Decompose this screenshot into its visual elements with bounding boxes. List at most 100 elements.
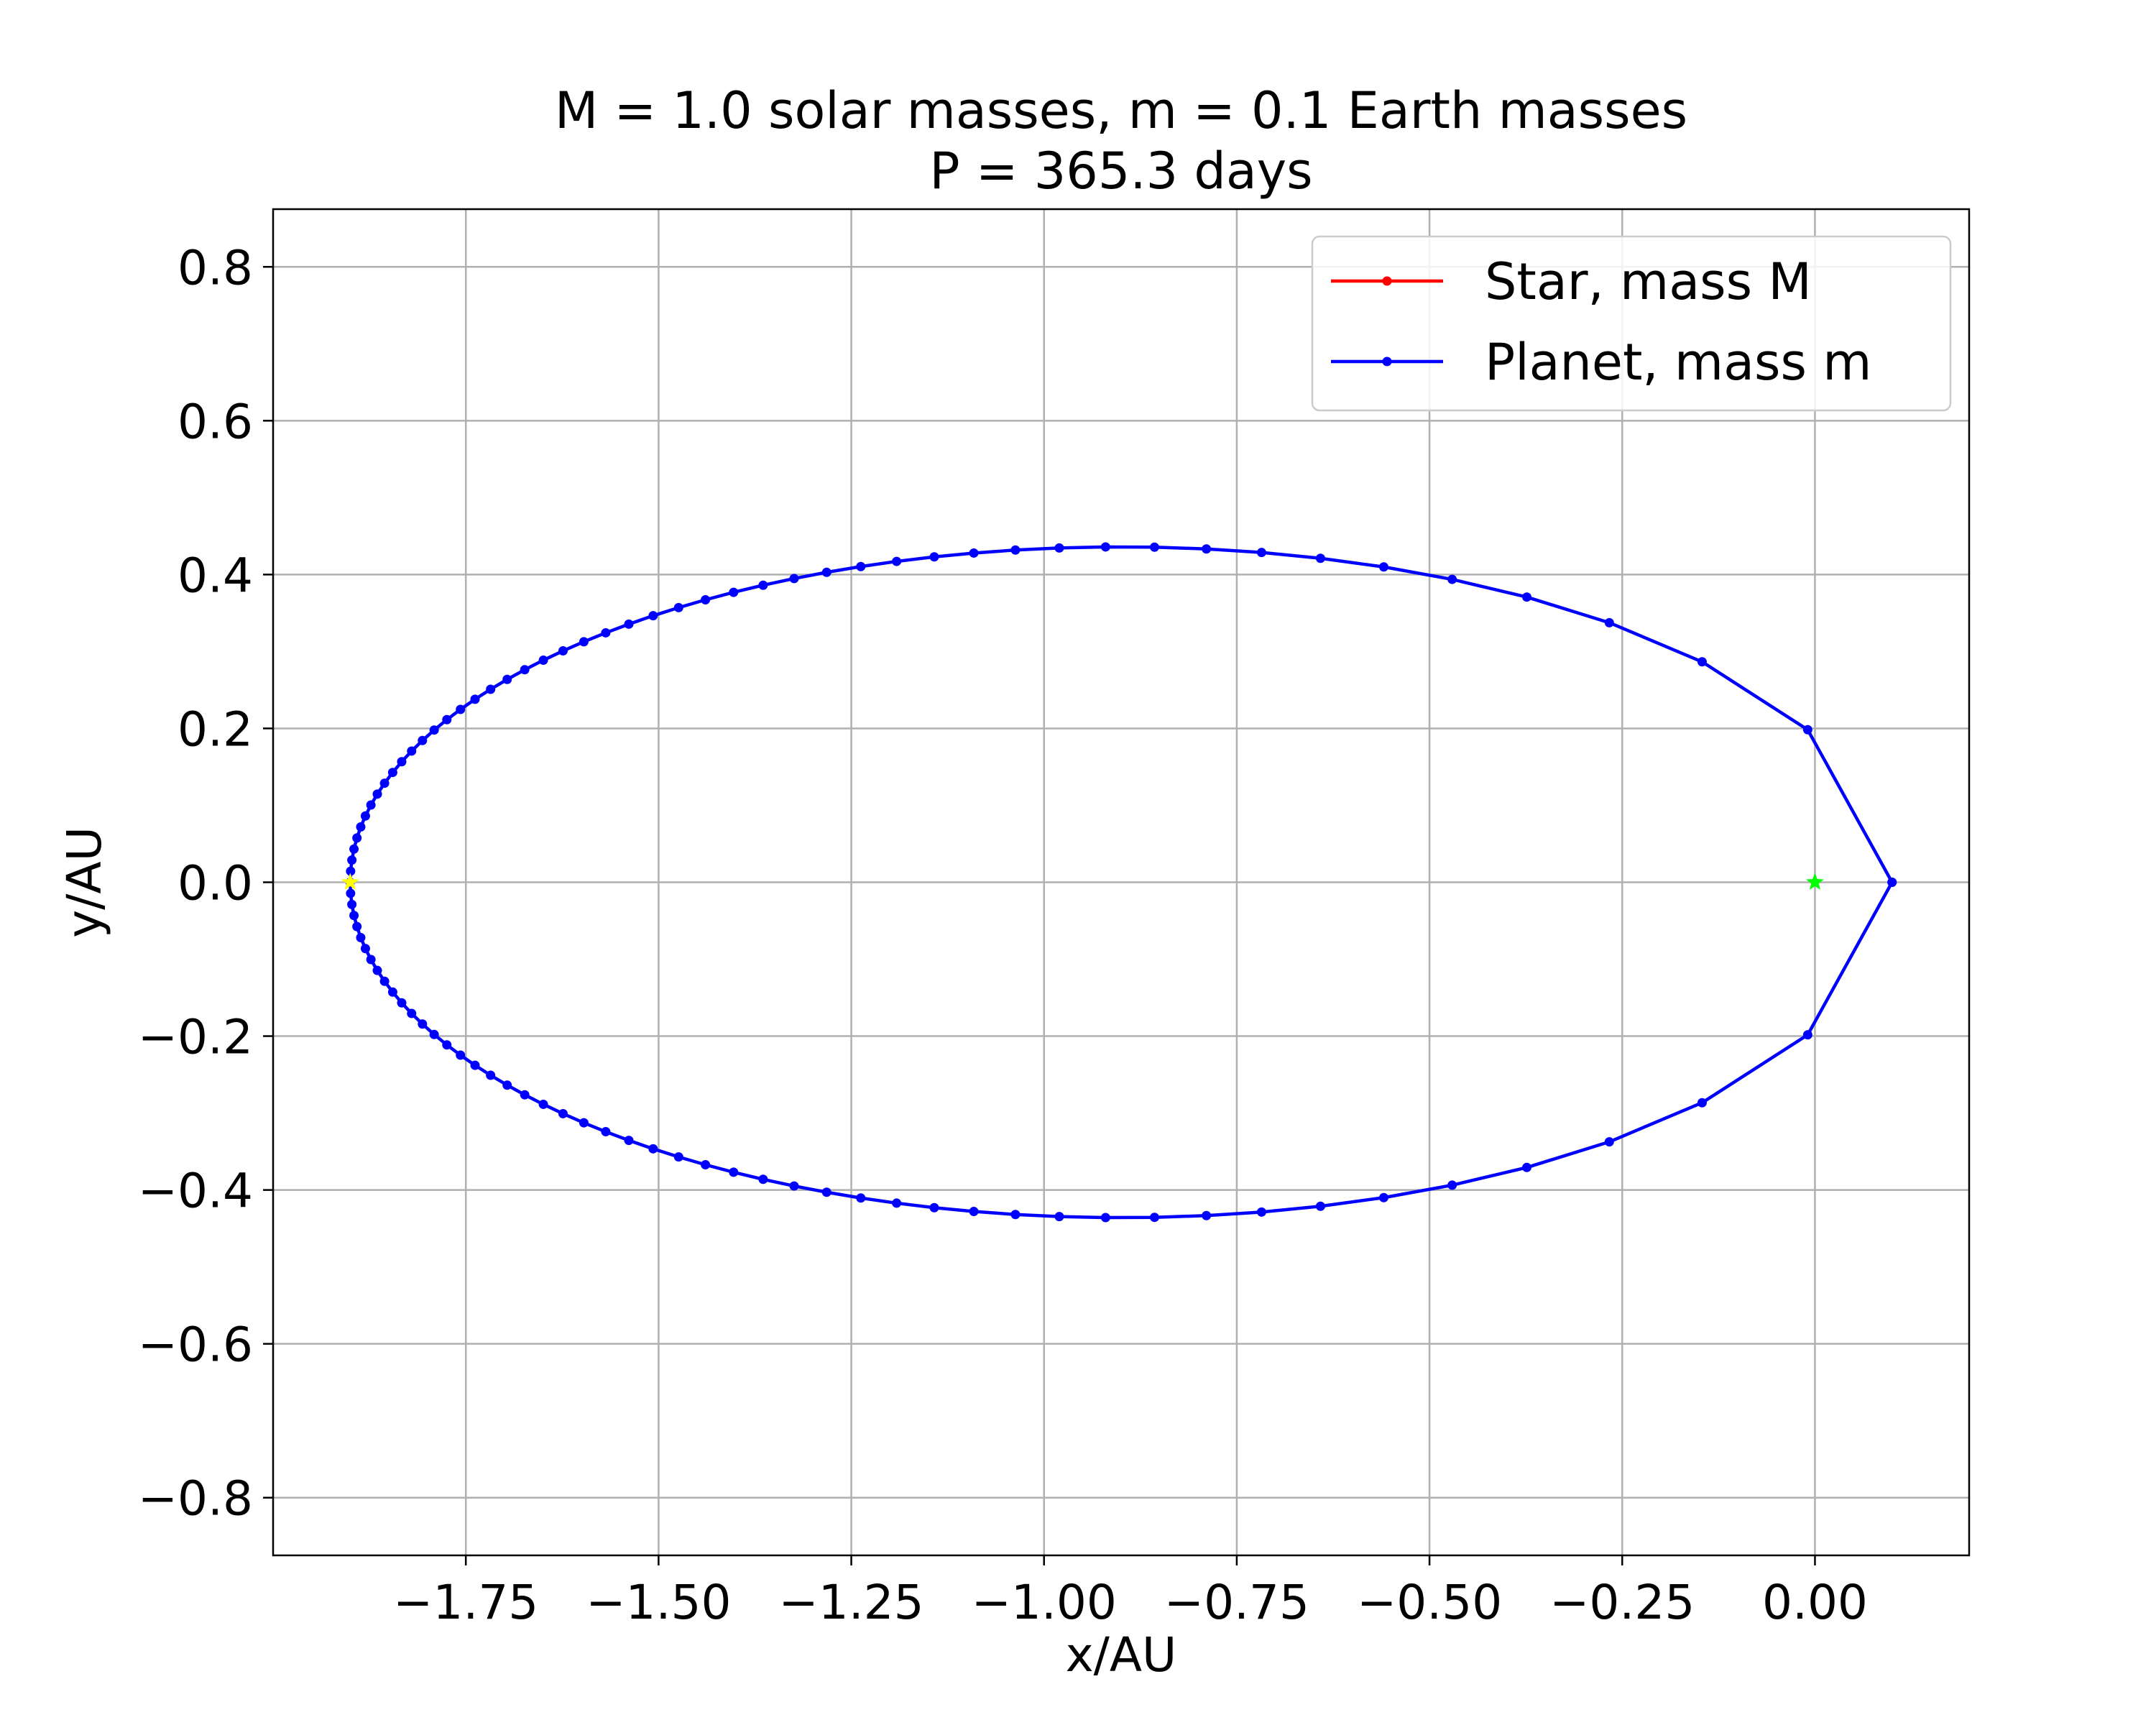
planet-orbit-point xyxy=(1100,542,1110,552)
aphelion-star-marker xyxy=(341,873,359,891)
planet-orbit-point xyxy=(407,1008,417,1018)
planet-orbit-point xyxy=(758,580,768,590)
x-tick-label: −1.75 xyxy=(393,1575,538,1630)
planet-orbit-point xyxy=(1010,1210,1021,1220)
y-tick-label: 0.0 xyxy=(178,856,253,911)
planet-orbit-point xyxy=(789,1181,799,1191)
planet-orbit-point xyxy=(1378,562,1388,572)
planet-orbit-point xyxy=(969,548,979,558)
planet-orbit-point xyxy=(821,1187,831,1197)
planet-orbit-point xyxy=(397,998,407,1008)
planet-orbit-point xyxy=(701,594,711,604)
planet-orbit-point xyxy=(372,965,382,975)
planet-orbit-point xyxy=(347,855,357,865)
planet-orbit-point xyxy=(372,789,382,799)
planet-orbit-point xyxy=(624,619,634,629)
legend: Star, mass M Planet, mass m xyxy=(1311,235,1952,412)
x-tick-label: −1.25 xyxy=(778,1575,923,1630)
planet-orbit-point xyxy=(789,574,799,584)
y-tick-label: 0.2 xyxy=(178,702,253,757)
planet-orbit-point xyxy=(456,704,466,714)
x-tick-label: −0.75 xyxy=(1164,1575,1309,1630)
legend-label: Star, mass M xyxy=(1485,252,1812,311)
planet-orbit-point xyxy=(407,746,417,756)
planet-orbit-point xyxy=(1256,548,1266,558)
planet-orbit-point xyxy=(418,735,428,745)
planet-orbit-point xyxy=(352,921,362,932)
planet-orbit-point xyxy=(418,1019,428,1029)
chart-title: M = 1.0 solar masses, m = 0.1 Earth mass… xyxy=(555,81,1687,140)
planet-orbit-point xyxy=(1887,878,1897,887)
planet-orbit-point xyxy=(558,1108,568,1118)
planet-orbit-point xyxy=(892,556,902,566)
axis-ticks: −1.75 −1.50 −1.25 −1.00 −0.75 −0.50 −0.25 0.00 0… xyxy=(138,240,1868,1630)
x-tick-label: −1.50 xyxy=(586,1575,731,1630)
planet-orbit-point xyxy=(856,1193,866,1203)
planet-orbit-point xyxy=(601,1127,611,1137)
planet-orbit-point xyxy=(1447,574,1457,584)
chart-subtitle: P = 365.3 days xyxy=(929,142,1312,201)
legend-box xyxy=(1311,235,1952,412)
planet-orbit-point xyxy=(624,1136,634,1146)
planet-orbit-point xyxy=(856,561,866,571)
planet-orbit-point xyxy=(1202,544,1212,554)
y-tick-label: −0.8 xyxy=(138,1471,253,1527)
planet-orbit-point xyxy=(729,587,739,597)
planet-orbit-point xyxy=(347,899,357,909)
planet-orbit-point xyxy=(429,725,439,735)
plot-area xyxy=(341,542,1897,1223)
planet-orbit-point xyxy=(366,954,376,965)
y-tick-label: −0.6 xyxy=(138,1317,253,1373)
planet-orbit-point xyxy=(379,976,390,986)
planet-orbit-point xyxy=(701,1160,711,1170)
planet-orbit-point xyxy=(1315,553,1325,564)
planet-orbit-point xyxy=(352,833,362,843)
planet-orbit-point xyxy=(1802,724,1812,735)
y-tick-label: 0.4 xyxy=(178,548,253,603)
planet-orbit-point xyxy=(429,1029,439,1039)
planet-orbit-point xyxy=(387,987,397,997)
planet-orbit-point xyxy=(470,1060,480,1070)
planet-orbit-point xyxy=(892,1198,902,1208)
focus-star-marker xyxy=(1806,873,1824,891)
planet-orbit-point xyxy=(1604,1137,1614,1147)
planet-orbit-point xyxy=(442,714,452,724)
legend-marker xyxy=(1382,276,1392,286)
planet-orbit-point xyxy=(520,665,530,675)
planet-orbit-point xyxy=(821,567,831,577)
planet-orbit-point xyxy=(356,932,366,942)
legend-marker xyxy=(1382,356,1392,367)
planet-orbit-point xyxy=(538,1099,548,1109)
planet-orbit-point xyxy=(558,646,568,656)
planet-orbit-point xyxy=(502,1080,512,1090)
planet-orbit-point xyxy=(601,627,611,638)
planet-orbit-point xyxy=(346,888,356,898)
x-tick-label: −0.25 xyxy=(1549,1575,1695,1630)
planet-orbit-point xyxy=(673,602,683,612)
planet-orbit-point xyxy=(502,674,512,684)
planet-orbit-point xyxy=(397,757,407,767)
planet-orbit-point xyxy=(929,552,939,562)
planet-orbit-point xyxy=(1054,1212,1064,1222)
x-tick-label: −0.50 xyxy=(1357,1575,1502,1630)
y-tick-label: 0.8 xyxy=(178,240,253,295)
grid xyxy=(273,209,1969,1555)
y-tick-label: −0.4 xyxy=(138,1164,253,1219)
planet-orbit-point xyxy=(1256,1207,1266,1217)
planet-orbit-point xyxy=(520,1090,530,1100)
y-axis-label: y/AU xyxy=(57,827,112,938)
planet-orbit-point xyxy=(486,1070,496,1080)
y-tick-label: 0.6 xyxy=(178,394,253,449)
planet-orbit-point xyxy=(442,1040,452,1050)
planet-orbit-point xyxy=(1802,1030,1812,1040)
planet-orbit-point xyxy=(1315,1201,1325,1211)
planet-orbit-point xyxy=(579,637,589,647)
planet-orbit-point xyxy=(729,1167,739,1177)
planet-orbit-point xyxy=(1202,1210,1212,1220)
planet-orbit-point xyxy=(538,656,548,666)
planet-orbit-point xyxy=(360,811,370,821)
planet-orbit-point xyxy=(1697,657,1707,667)
x-tick-label: −1.00 xyxy=(972,1575,1117,1630)
planet-orbit-point xyxy=(1054,543,1064,553)
